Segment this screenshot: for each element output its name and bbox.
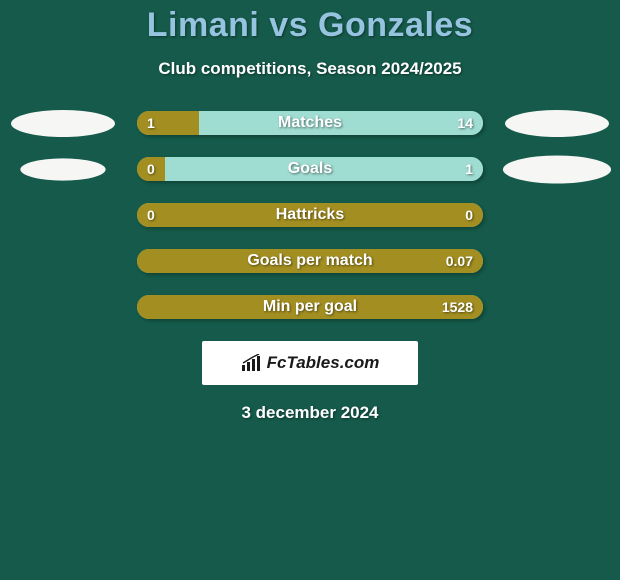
stats-rows: Matches114Goals01Hattricks00Goals per ma…: [0, 111, 620, 319]
subtitle: Club competitions, Season 2024/2025: [0, 59, 620, 79]
stat-value-right: 1528: [442, 295, 473, 319]
team-left-logo: [11, 110, 115, 137]
chart-icon: [241, 354, 263, 372]
stat-bar: Goals per match0.07: [137, 249, 483, 273]
stat-bar: Min per goal1528: [137, 295, 483, 319]
stat-value-right: 0.07: [446, 249, 473, 273]
stat-value-left: 0: [147, 157, 155, 181]
stat-label: Matches: [137, 111, 483, 135]
page-title: Limani vs Gonzales: [0, 0, 620, 45]
stat-label: Goals: [137, 157, 483, 181]
stat-value-left: 1: [147, 111, 155, 135]
stat-value-right: 0: [465, 203, 473, 227]
stat-bar: Matches1 14: [137, 111, 483, 135]
stat-label: Goals per match: [137, 249, 483, 273]
stat-value-right: 14: [457, 111, 473, 135]
stat-value-right: 1: [465, 157, 473, 181]
stat-label: Min per goal: [137, 295, 483, 319]
brand-badge: FcTables.com: [202, 341, 418, 385]
stat-row: Min per goal1528: [0, 295, 620, 319]
stat-value-left: 0: [147, 203, 155, 227]
comparison-card: Limani vs Gonzales Club competitions, Se…: [0, 0, 620, 580]
date-text: 3 december 2024: [0, 403, 620, 423]
stat-row: Hattricks0 0: [0, 203, 620, 227]
stat-row: Goals per match0.07: [0, 249, 620, 273]
stat-label: Hattricks: [137, 203, 483, 227]
team-left-logo: [20, 158, 105, 180]
stat-row: Goals0 1: [0, 157, 620, 181]
stat-bar: Hattricks0 0: [137, 203, 483, 227]
brand-text: FcTables.com: [267, 353, 380, 373]
team-right-logo: [505, 110, 609, 137]
stat-bar: Goals0 1: [137, 157, 483, 181]
team-right-logo: [503, 155, 611, 183]
stat-row: Matches1 14: [0, 111, 620, 135]
